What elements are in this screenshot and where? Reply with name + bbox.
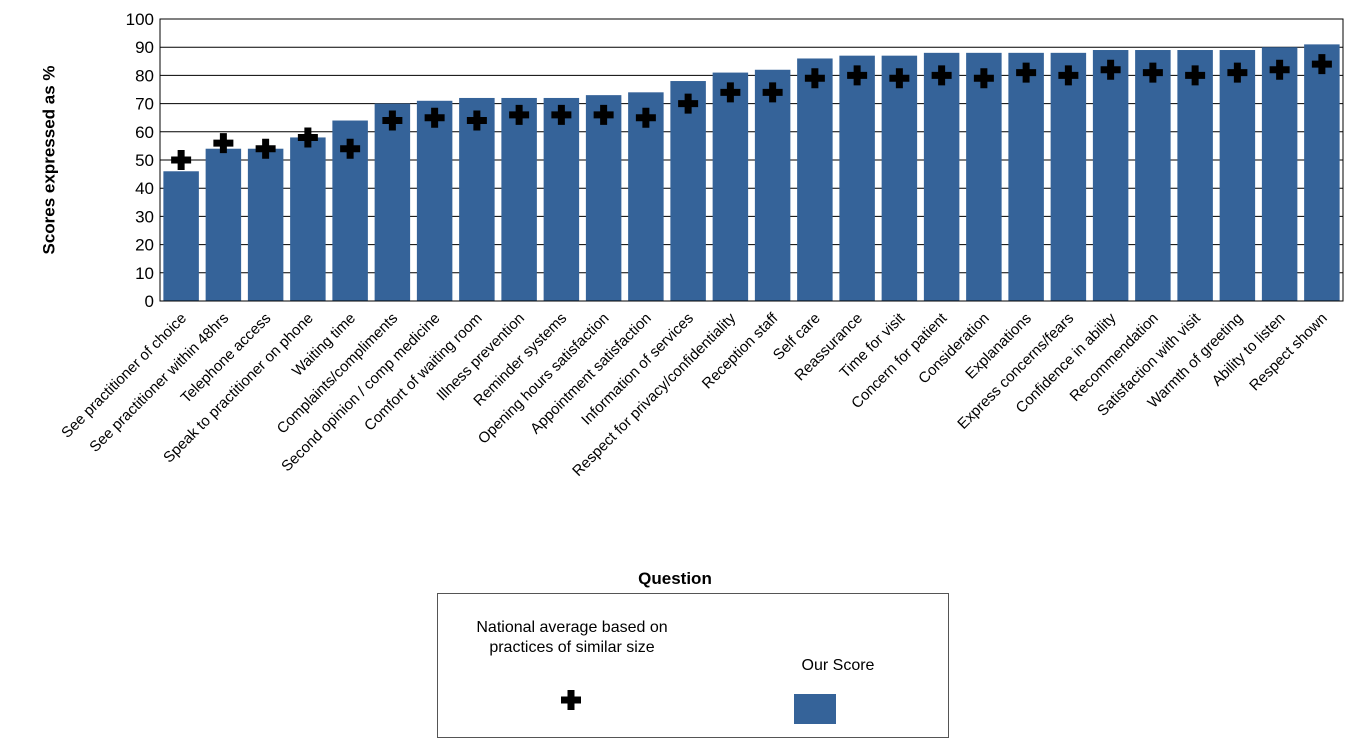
bar [839, 55, 875, 301]
national-average-markers [171, 54, 1332, 170]
national-average-marker [340, 138, 361, 159]
bar [459, 97, 495, 302]
national-average-marker [382, 110, 403, 131]
bar [1135, 50, 1171, 301]
bar [585, 95, 622, 301]
bar [712, 72, 749, 301]
y-tick-label: 70 [135, 95, 154, 114]
legend-plus-icon [561, 690, 581, 710]
bar [1008, 52, 1044, 302]
y-axis-ticks: 0 10 20 30 40 50 60 70 80 90 100 [126, 10, 154, 311]
national-average-marker [297, 127, 318, 148]
national-average-marker [593, 104, 614, 125]
national-average-marker [424, 107, 445, 128]
bar [501, 97, 537, 302]
bar [670, 81, 706, 301]
national-average-marker [255, 138, 276, 159]
bar [1261, 47, 1298, 302]
bar [923, 52, 960, 302]
national-average-marker [678, 93, 699, 114]
bars [163, 44, 1340, 302]
y-tick-label: 10 [135, 264, 154, 283]
national-average-marker [1269, 59, 1290, 80]
bar [543, 97, 580, 302]
legend-our-score-swatch [794, 694, 836, 724]
bar [1219, 50, 1256, 301]
bar-chart: 0 10 20 30 40 50 60 70 80 90 100 See practitioner … [39, 10, 1344, 588]
bar [290, 137, 326, 301]
bar [1050, 52, 1087, 302]
y-tick-label: 90 [135, 38, 154, 57]
national-average-marker [762, 82, 783, 103]
y-tick-label: 80 [135, 66, 154, 85]
national-average-marker [509, 104, 530, 125]
bar [754, 69, 791, 301]
plot-area-frame [159, 18, 1344, 302]
national-average-marker [551, 104, 572, 125]
legend-our-score-label: Our Score [801, 657, 875, 674]
x-axis-title: Question [638, 569, 712, 588]
national-average-marker [171, 150, 192, 170]
bar [247, 148, 284, 301]
national-average-marker [1016, 62, 1037, 83]
x-tick-label: Ability to listen [1209, 310, 1289, 390]
national-average-marker [635, 107, 656, 128]
y-axis-title: Scores expressed as % [39, 65, 58, 254]
x-tick-label: Respect shown [1246, 310, 1331, 395]
national-average-marker [213, 133, 234, 154]
y-tick-label: 60 [135, 123, 154, 142]
bar [205, 148, 242, 301]
national-average-marker [847, 65, 868, 86]
national-average-marker [1311, 54, 1332, 75]
national-average-marker [1185, 65, 1206, 86]
bar [1304, 44, 1340, 301]
y-tick-label: 0 [145, 292, 154, 311]
national-average-marker [1142, 62, 1163, 83]
national-average-marker [720, 82, 741, 103]
bar [163, 171, 199, 301]
bar [416, 100, 453, 301]
national-average-marker [1100, 59, 1121, 80]
national-average-marker [466, 110, 487, 131]
bar [1177, 50, 1213, 301]
national-average-marker [931, 65, 952, 86]
legend-national-average-label: National average based on practices of s… [476, 619, 668, 656]
chart-legend: National average based on practices of s… [437, 593, 949, 738]
national-average-marker [804, 68, 825, 89]
bar [1092, 50, 1129, 301]
bar [966, 52, 1002, 302]
y-tick-label: 100 [126, 10, 154, 29]
y-tick-label: 50 [135, 151, 154, 170]
national-average-marker [973, 68, 994, 89]
bar [374, 103, 411, 301]
bar [797, 58, 833, 302]
national-average-marker [1058, 65, 1079, 86]
y-tick-label: 30 [135, 207, 154, 226]
y-tick-label: 20 [135, 236, 154, 255]
y-tick-label: 40 [135, 179, 154, 198]
bar [881, 55, 918, 301]
national-average-marker [889, 68, 910, 89]
national-average-marker [1227, 62, 1248, 83]
